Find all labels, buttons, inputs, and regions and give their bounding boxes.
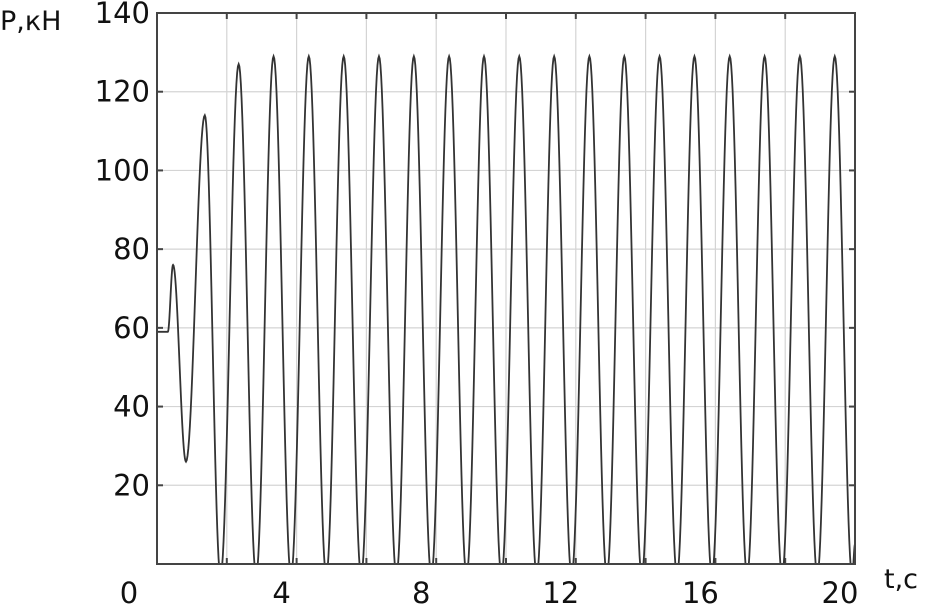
y-tick-label: 100 — [95, 153, 150, 187]
y-tick-label: 140 — [95, 0, 150, 30]
x-tick-label: 8 — [412, 576, 430, 608]
x-tick-label: 0 — [120, 576, 138, 608]
series-line — [157, 53, 855, 564]
y-tick-label: 40 — [113, 390, 150, 424]
plot-frame — [156, 12, 856, 565]
y-tick-label: 80 — [113, 232, 150, 266]
x-tick-labels: 0 4 8 12 16 20 — [120, 576, 859, 608]
x-axis-label: t,c — [884, 564, 918, 595]
y-tick-label: 120 — [95, 75, 150, 109]
y-axis-label: P,кН — [0, 6, 61, 37]
x-tick-label: 16 — [682, 576, 719, 608]
y-tick-label: 60 — [113, 311, 150, 345]
x-tick-label: 12 — [542, 576, 579, 608]
y-tick-label: 20 — [113, 468, 150, 502]
x-tick-label: 20 — [822, 576, 859, 608]
y-tick-labels: 20 40 60 80 100 120 140 — [95, 0, 150, 502]
grid — [157, 13, 855, 564]
x-tick-label: 4 — [272, 576, 290, 608]
